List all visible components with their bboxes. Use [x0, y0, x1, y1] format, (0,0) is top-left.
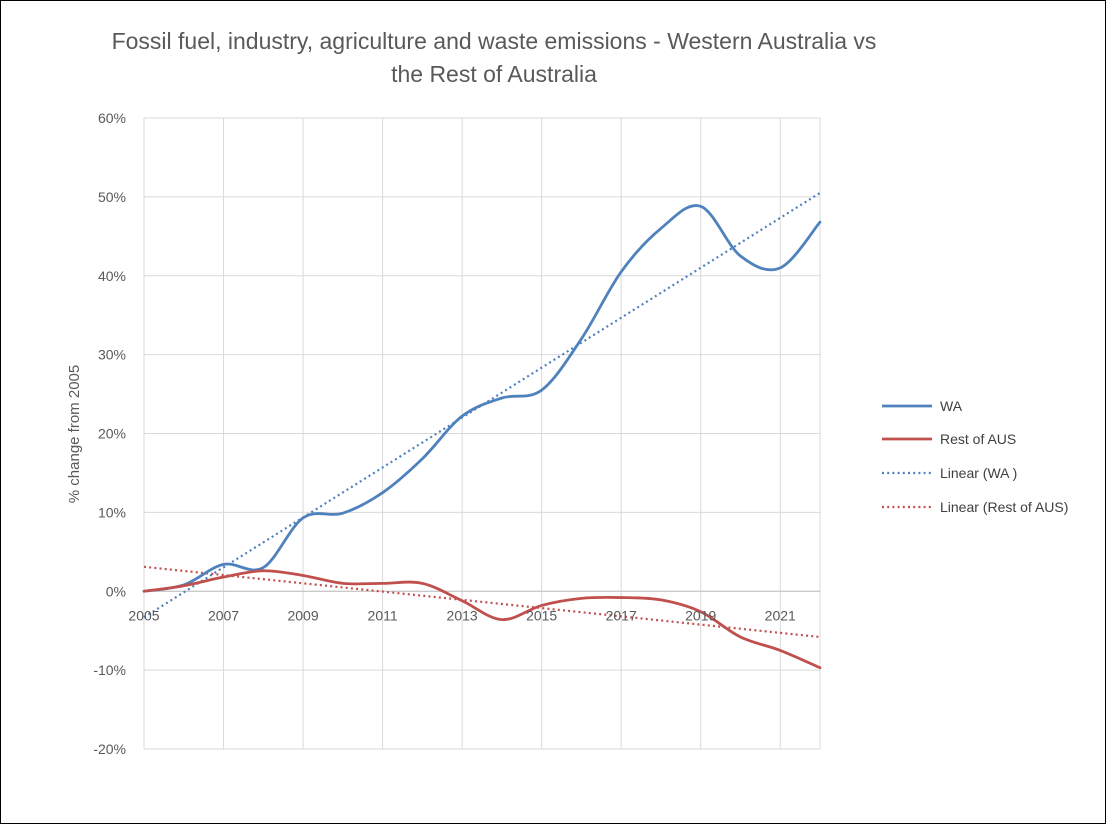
legend-label-linear-rest-of-aus: Linear (Rest of AUS) [940, 499, 1068, 515]
tick-labels: -20% -10% 0% 10% 20% 30% 40% 50% 60% 2005 2007 2009… [93, 110, 796, 757]
series-line-rest-of-aus [142, 569, 822, 670]
y-tick-label: 0% [106, 583, 126, 599]
x-tick-label: 2021 [765, 607, 796, 623]
x-tick-label: 2019 [685, 607, 716, 623]
trendline-linear-rest-of-aus [143, 565, 821, 639]
x-tick-label: 2005 [128, 607, 159, 623]
x-tick-label: 2011 [368, 607, 398, 623]
legend-label-linear-wa: Linear (WA ) [940, 465, 1017, 481]
y-tick-label: 30% [98, 347, 126, 363]
y-tick-label: -10% [93, 662, 126, 678]
y-tick-label: 20% [98, 426, 126, 442]
legend-label-wa: WA [940, 398, 963, 414]
legend-label-rest-of-aus: Rest of AUS [940, 431, 1016, 447]
x-tick-label: 2015 [526, 607, 557, 623]
y-tick-label: 40% [98, 268, 126, 284]
chart-title-line-1: Fossil fuel, industry, agriculture and w… [112, 28, 877, 54]
series-line-wa [142, 204, 822, 593]
x-tick-label: 2013 [447, 607, 478, 623]
y-axis-label: % change from 2005 [66, 365, 83, 503]
x-tick-label: 2009 [287, 607, 318, 623]
y-tick-label: 50% [98, 189, 126, 205]
x-tick-label: 2007 [208, 607, 239, 623]
y-tick-label: 60% [98, 110, 126, 126]
y-tick-label: -20% [93, 741, 126, 757]
grid [143, 117, 821, 750]
legend: WA Rest of AUS Linear (WA ) Linear (Rest of… [882, 398, 1068, 515]
chart-title-line-2: the Rest of Australia [391, 61, 597, 87]
y-tick-label: 10% [98, 504, 126, 520]
plot-area [142, 191, 822, 670]
x-tick-label: 2017 [606, 607, 637, 623]
